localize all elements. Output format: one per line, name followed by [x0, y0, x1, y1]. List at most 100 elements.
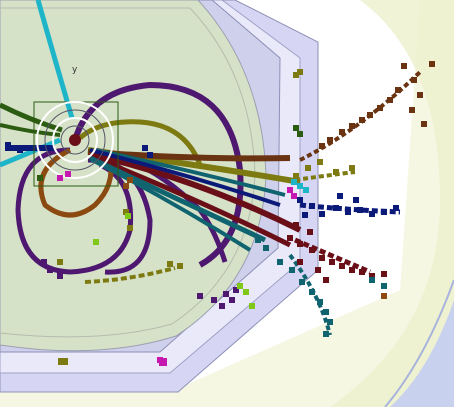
track-teal-shower [288, 253, 332, 336]
hit-square [211, 297, 217, 303]
hit-square [359, 269, 365, 275]
interaction-vertex-icon[interactable] [33, 101, 119, 187]
hit-square [297, 241, 303, 247]
hit-square [357, 207, 363, 213]
hit-square [421, 121, 427, 127]
hit-square [299, 279, 305, 285]
hit-square [307, 229, 313, 235]
track-maroon-b [89, 153, 292, 248]
hit-square [255, 237, 261, 243]
hit-square [319, 143, 325, 149]
track-teal-b [91, 158, 252, 252]
hit-square [327, 137, 333, 143]
hit-square [142, 145, 148, 151]
track-green-left-b [0, 123, 61, 137]
track-olive-shower [294, 170, 356, 182]
track-navy-a [89, 148, 281, 207]
hit-square [337, 193, 343, 199]
hit-square [293, 72, 299, 78]
hit-square [125, 213, 131, 219]
hit-square [377, 105, 383, 111]
hit-square [287, 187, 293, 193]
hit-square [323, 331, 329, 337]
hit-square [127, 225, 133, 231]
hit-square [309, 247, 315, 253]
vertex-ring-4 [60, 125, 90, 155]
hit-square [323, 309, 329, 315]
hit-square [57, 175, 63, 181]
hit-square [333, 205, 339, 211]
hit-square [401, 63, 407, 69]
hit-square [369, 273, 375, 279]
hit-square [349, 165, 355, 171]
vertex-ring-2 [44, 109, 106, 171]
hit-square [263, 245, 269, 251]
hit-square [359, 117, 365, 123]
hit-square [319, 255, 325, 261]
track-cyan-left [0, 137, 61, 168]
hit-square [305, 165, 311, 171]
hit-square [229, 297, 235, 303]
corner-blue-panel [390, 300, 454, 407]
hit-square [37, 175, 43, 181]
hit-square [319, 211, 325, 217]
hit-square [5, 142, 11, 148]
track-maroon-a [89, 151, 302, 233]
hit-square [297, 197, 303, 203]
vertex-ring-outer [36, 101, 114, 179]
hit-square [223, 291, 229, 297]
track-brown-loop [38, 147, 114, 218]
hit-square [123, 209, 129, 215]
hit-square [57, 259, 63, 265]
hit-square [381, 209, 387, 215]
hit-square [167, 261, 173, 267]
hit-square [395, 87, 401, 93]
hit-square [381, 293, 387, 299]
track-maroon-shower [294, 237, 371, 275]
hit-square [41, 259, 47, 265]
outer-field-right [330, 0, 454, 407]
hit-square [327, 319, 333, 325]
hit-square [417, 92, 423, 98]
hit-square [317, 159, 323, 165]
hit-square [353, 197, 359, 203]
hit-square [291, 179, 297, 185]
inner-disc-ring [0, 7, 256, 338]
hit-square [243, 289, 249, 295]
hit-square [367, 112, 373, 118]
hit-square [293, 222, 299, 228]
track-olive-bottom [84, 266, 176, 284]
axis-marker-icon: y [72, 65, 78, 75]
hit-square [297, 131, 303, 137]
hit-square [293, 173, 299, 179]
hit-square [381, 283, 387, 289]
corner-blue-panel-edge [384, 279, 454, 407]
hit-square [297, 69, 303, 75]
hit-square [315, 267, 321, 273]
track-purple-loop-left [15, 147, 134, 275]
hit-square [387, 97, 393, 103]
hit-square [65, 171, 71, 177]
hit-square [339, 129, 345, 135]
track-cyan-up [35, 0, 75, 119]
hit-square [237, 283, 243, 289]
hit-square [329, 259, 335, 265]
hit-square [303, 187, 309, 193]
hit-square [233, 287, 239, 293]
vertex-core [69, 134, 81, 146]
hit-square [177, 263, 183, 269]
hit-square [289, 267, 295, 273]
hit-square [93, 239, 99, 245]
hit-cluster [5, 61, 435, 365]
hit-square [333, 169, 339, 175]
hit-square [393, 205, 399, 211]
hit-square [339, 263, 345, 269]
hit-square [369, 277, 375, 283]
hit-square [429, 61, 435, 67]
hit-square [127, 177, 133, 183]
hit-square [219, 303, 225, 309]
hit-square [47, 267, 53, 273]
hit-square [157, 357, 163, 363]
hit-square [302, 212, 308, 218]
